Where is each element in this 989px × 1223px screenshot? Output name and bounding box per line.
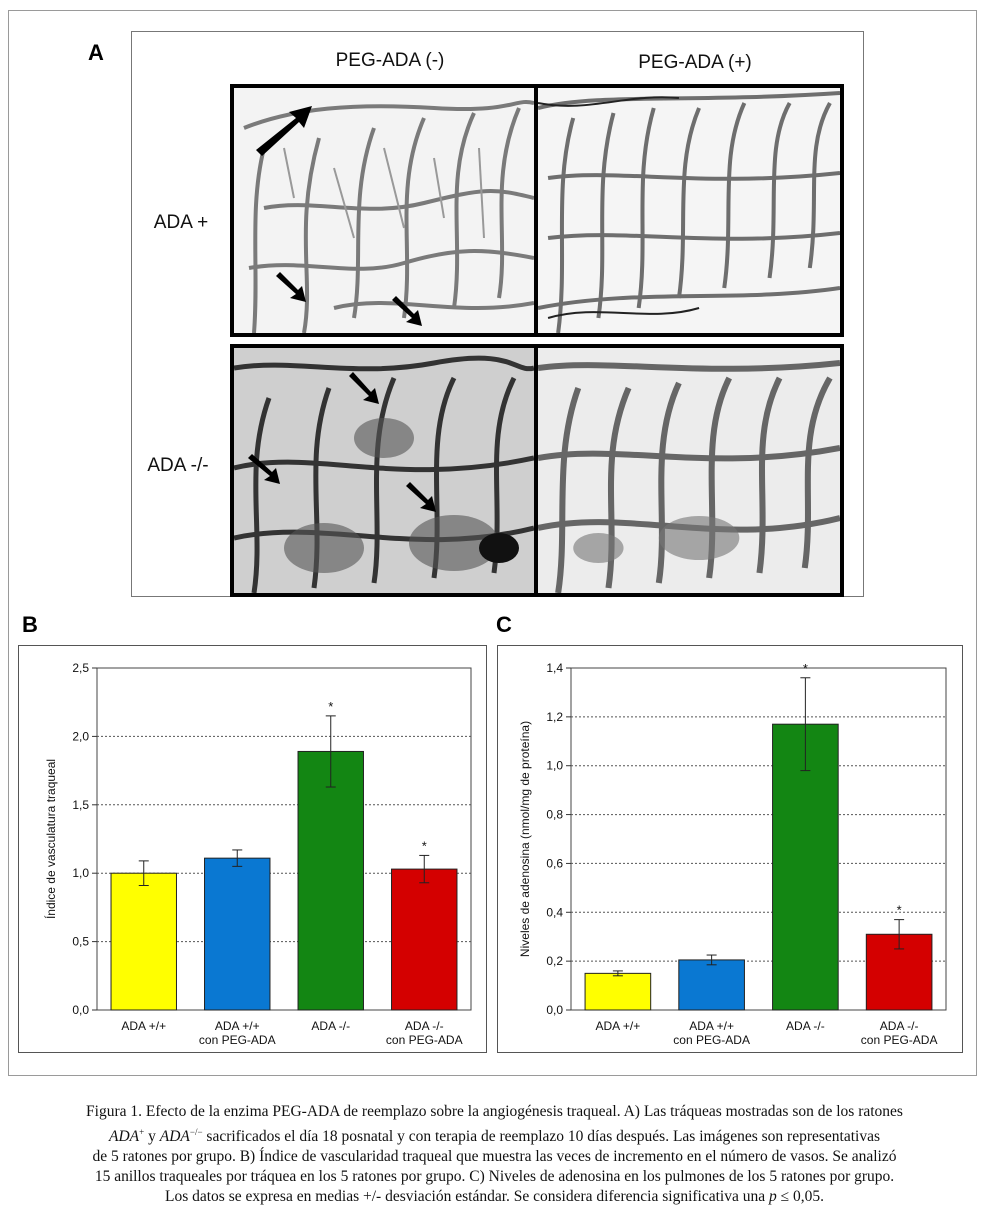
x-category-label: con PEG-ADA [673, 1033, 750, 1047]
y-tick-label: 0,8 [546, 808, 563, 822]
significance-mark: * [897, 903, 902, 918]
x-category-label: con PEG-ADA [199, 1033, 276, 1047]
caption-line-1: Figura 1. Efecto de la enzima PEG-ADA de… [86, 1103, 903, 1120]
y-tick-label: 0,0 [546, 1003, 563, 1017]
y-tick-label: 0,5 [72, 935, 89, 949]
micrograph-ada-null-peg-minus [230, 344, 538, 597]
micrograph-ada-plus-peg-plus [534, 84, 844, 337]
x-category-label: ADA -/- [405, 1019, 444, 1033]
bar [391, 868, 458, 1011]
y-tick-label: 1,5 [72, 798, 89, 812]
chart-b-box: 0,0 0,5 1,0 1,5 2,0 2,5 Índice de vasculatura … [18, 645, 487, 1053]
bar [204, 857, 271, 1011]
chart-c: 0,0 0,2 0,4 0,6 0,8 1,0 1,2 1,4 Niveles de adeno… [518, 661, 947, 1047]
bar [110, 872, 177, 1011]
y-tick-label: 0,4 [546, 905, 563, 919]
micrograph-ada-null-peg-plus [534, 344, 844, 597]
panel-c-letter: C [496, 612, 512, 637]
figure-caption: Figura 1. Efecto de la enzima PEG-ADA de… [10, 1102, 979, 1207]
caption-line-4: 15 anillos traqueales por tráquea en los… [94, 1168, 895, 1186]
x-category-label: ADA +/+ [689, 1019, 734, 1033]
bar [297, 750, 364, 1011]
caption-line-2: ADA+ y ADA−/− sacrificados el día 18 pos… [109, 1127, 880, 1146]
caption-line-5: Los datos se expresa en medias +/- desvi… [164, 1188, 824, 1206]
x-category-label: ADA +/+ [596, 1019, 641, 1033]
y-tick-label: 0,0 [72, 1003, 89, 1017]
row-header-ada-plus: ADA + [153, 212, 209, 233]
significance-mark: * [328, 699, 333, 714]
plot-area [570, 667, 947, 1011]
y-tick-label: 0,2 [546, 954, 563, 968]
panel-b-letter: B [22, 612, 38, 637]
y-tick-label: 1,4 [546, 661, 563, 675]
col-header-peg-minus: PEG-ADA (-) [335, 50, 445, 71]
col-header-peg-plus: PEG-ADA (+) [638, 52, 752, 73]
x-category-label: ADA +/+ [215, 1019, 260, 1033]
x-category-label: ADA -/- [786, 1019, 825, 1033]
y-tick-label: 2,0 [72, 729, 89, 743]
y-tick-label: 2,5 [72, 661, 89, 675]
significance-mark: * [422, 838, 427, 853]
x-category-label: con PEG-ADA [861, 1033, 938, 1047]
chart-b: 0,0 0,5 1,0 1,5 2,0 2,5 Índice de vasculatura … [43, 661, 472, 1047]
bar [678, 959, 745, 1011]
x-category-label: con PEG-ADA [386, 1033, 463, 1047]
panel-a-letter: A [88, 40, 104, 65]
x-category-label: ADA -/- [311, 1019, 350, 1033]
micrograph-ada-plus-peg-minus [230, 84, 538, 337]
y-tick-label: 1,0 [72, 866, 89, 880]
y-tick-label: 0,6 [546, 856, 563, 870]
plot-area [96, 667, 472, 1011]
row-header-ada-null: ADA -/- [147, 455, 209, 476]
y-axis-label: Niveles de adenosina (nmol/mg de proteín… [518, 721, 532, 957]
figure-frame [8, 10, 977, 1076]
bar [584, 972, 652, 1011]
y-axis-label: Índice de vasculatura traqueal [43, 759, 58, 919]
y-tick-label: 1,2 [546, 710, 563, 724]
x-category-label: ADA -/- [880, 1019, 919, 1033]
caption-line-3: de 5 ratones por grupo. B) Índice de vas… [92, 1148, 897, 1166]
bar [772, 723, 839, 1011]
chart-c-box: 0,0 0,2 0,4 0,6 0,8 1,0 1,2 1,4 Niveles de adeno… [497, 645, 963, 1053]
y-tick-label: 1,0 [546, 759, 563, 773]
significance-mark: * [803, 661, 808, 676]
x-category-label: ADA +/+ [121, 1019, 166, 1033]
